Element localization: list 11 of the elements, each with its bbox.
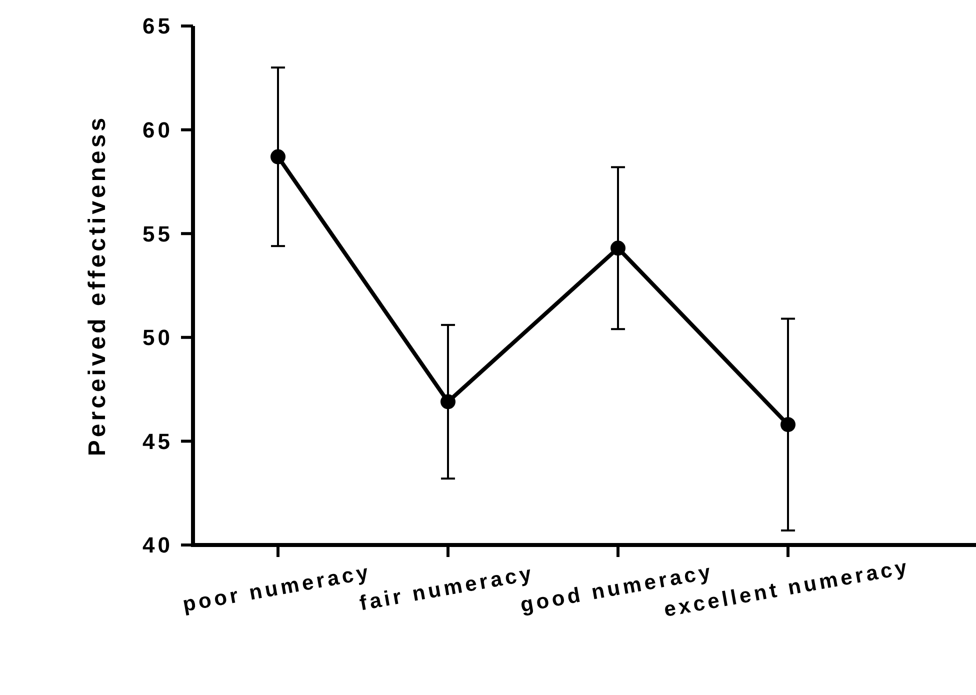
y-tick-label: 65 <box>142 14 173 39</box>
point <box>780 417 796 432</box>
y-tick-label: 40 <box>142 532 173 558</box>
y-tick-label: 55 <box>142 221 173 246</box>
point <box>610 240 626 256</box>
point <box>440 394 456 410</box>
y-axis-title: Perceived effectiveness <box>84 114 111 456</box>
y-tick-label: 45 <box>142 428 173 454</box>
y-tick-label: 50 <box>142 325 173 350</box>
point <box>270 149 286 164</box>
y-tick-label: 60 <box>142 118 173 142</box>
